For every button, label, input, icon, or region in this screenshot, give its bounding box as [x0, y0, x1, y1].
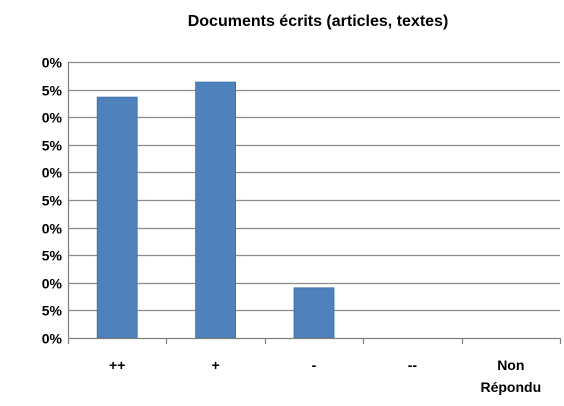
x-category-label: - [312, 357, 317, 373]
x-category-label: ++ [109, 357, 125, 373]
y-tick-label: 0% [42, 331, 63, 347]
y-tick-label: 0% [42, 55, 63, 71]
bars [96, 81, 335, 339]
axes [67, 62, 562, 344]
y-tick-label: 0% [42, 221, 63, 237]
chart-title: Documents écrits (articles, textes) [188, 13, 449, 30]
bar-0 [96, 96, 138, 339]
y-tick-label: 5% [42, 83, 63, 99]
x-category-label: + [212, 357, 220, 373]
x-category-label: Non [497, 357, 524, 373]
y-tick-label: 5% [42, 193, 63, 209]
y-tick-labels: 0% 5% 0% 5% 0% 5% 0% 5% 0% 5% 0% [42, 55, 63, 347]
y-tick-label: 5% [42, 138, 63, 154]
bar-2 [293, 287, 335, 339]
y-tick-label: 5% [42, 248, 63, 264]
bar-1 [195, 81, 237, 339]
x-category-label: Répondu [480, 379, 541, 395]
y-tick-label: 0% [42, 165, 63, 181]
x-category-label: -- [408, 357, 418, 373]
gridlines [68, 61, 560, 312]
y-tick-label: 5% [42, 303, 63, 319]
y-tick-label: 0% [42, 110, 63, 126]
y-tick-label: 0% [42, 276, 63, 292]
